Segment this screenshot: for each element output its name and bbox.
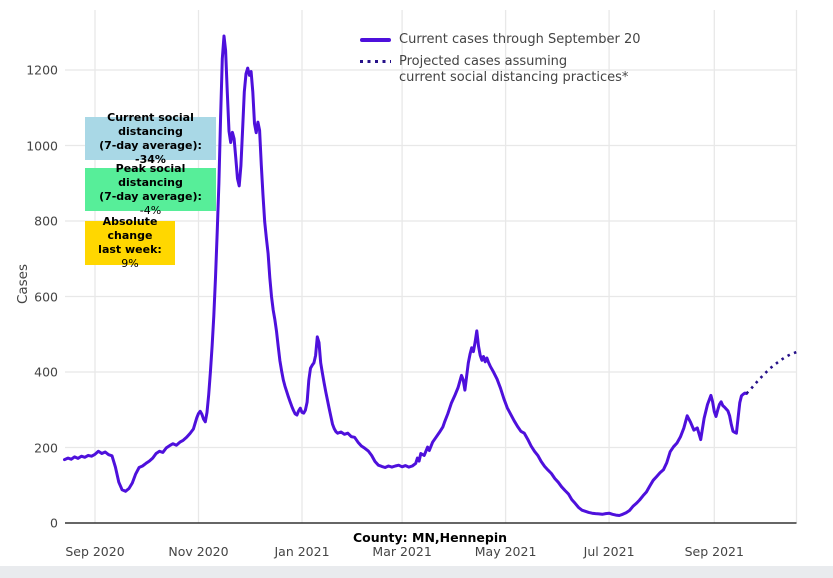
annotation-value: 9% (121, 257, 139, 270)
y-tick-label: 600 (34, 289, 58, 304)
annotation-value: -4% (139, 203, 162, 217)
legend-label-projected-line1: Projected cases assuming (399, 54, 568, 69)
gridlines (65, 10, 798, 523)
annotation-line: (7-day average): (99, 189, 202, 203)
annotation-line: last week: (98, 243, 162, 256)
x-tick-label: Jan 2021 (274, 544, 330, 559)
legend-item-projected[interactable]: Projected cases assuming current social … (360, 54, 641, 86)
y-tick-label: 1200 (26, 62, 58, 78)
x-tick-label: Mar 2021 (372, 544, 432, 559)
legend-label-projected: Projected cases assuming current social … (399, 54, 628, 86)
solid-line-swatch-icon (360, 38, 391, 42)
x-tick-label: Sep 2020 (65, 544, 125, 559)
legend-label-projected-line2: current social distancing practices* (399, 70, 629, 85)
annotation-peak-social-distancing: Peak social distancing (7-day average): … (85, 162, 216, 217)
y-tick-label: 0 (50, 515, 58, 531)
annotation-current-social-distancing: Current social distancing (7-day average… (85, 111, 216, 166)
y-tick-label: 400 (34, 364, 58, 380)
x-tick-label: Jul 2021 (583, 544, 635, 559)
y-tick-label: 200 (34, 440, 58, 455)
legend-label-current: Current cases through September 20 (399, 32, 641, 47)
page-background-strip (0, 566, 833, 578)
y-tick-label: 1000 (26, 138, 58, 153)
x-tick-label: Nov 2020 (168, 544, 229, 559)
x-tick-label: May 2021 (474, 544, 537, 559)
dotted-line-swatch-icon (360, 60, 391, 63)
annotation-value: -34% (135, 152, 166, 166)
x-tick-label: Sep 2021 (684, 544, 744, 559)
y-tick-label: 800 (34, 213, 58, 229)
annotation-absolute-change: Absolute change last week: 9% (85, 215, 175, 270)
annotation-line: Current social distancing (107, 110, 194, 138)
current-cases-line[interactable] (63, 34, 748, 517)
x-axis-title: County: MN,Hennepin (352, 530, 508, 545)
legend-item-current[interactable]: Current cases through September 20 (360, 32, 641, 48)
annotation-line: (7-day average): (99, 138, 202, 152)
legend: Current cases through September 20 Proje… (360, 32, 641, 92)
annotation-line: Absolute change (102, 215, 158, 242)
annotation-line: Peak social distancing (115, 161, 186, 189)
y-axis-title: Cases (15, 263, 31, 305)
